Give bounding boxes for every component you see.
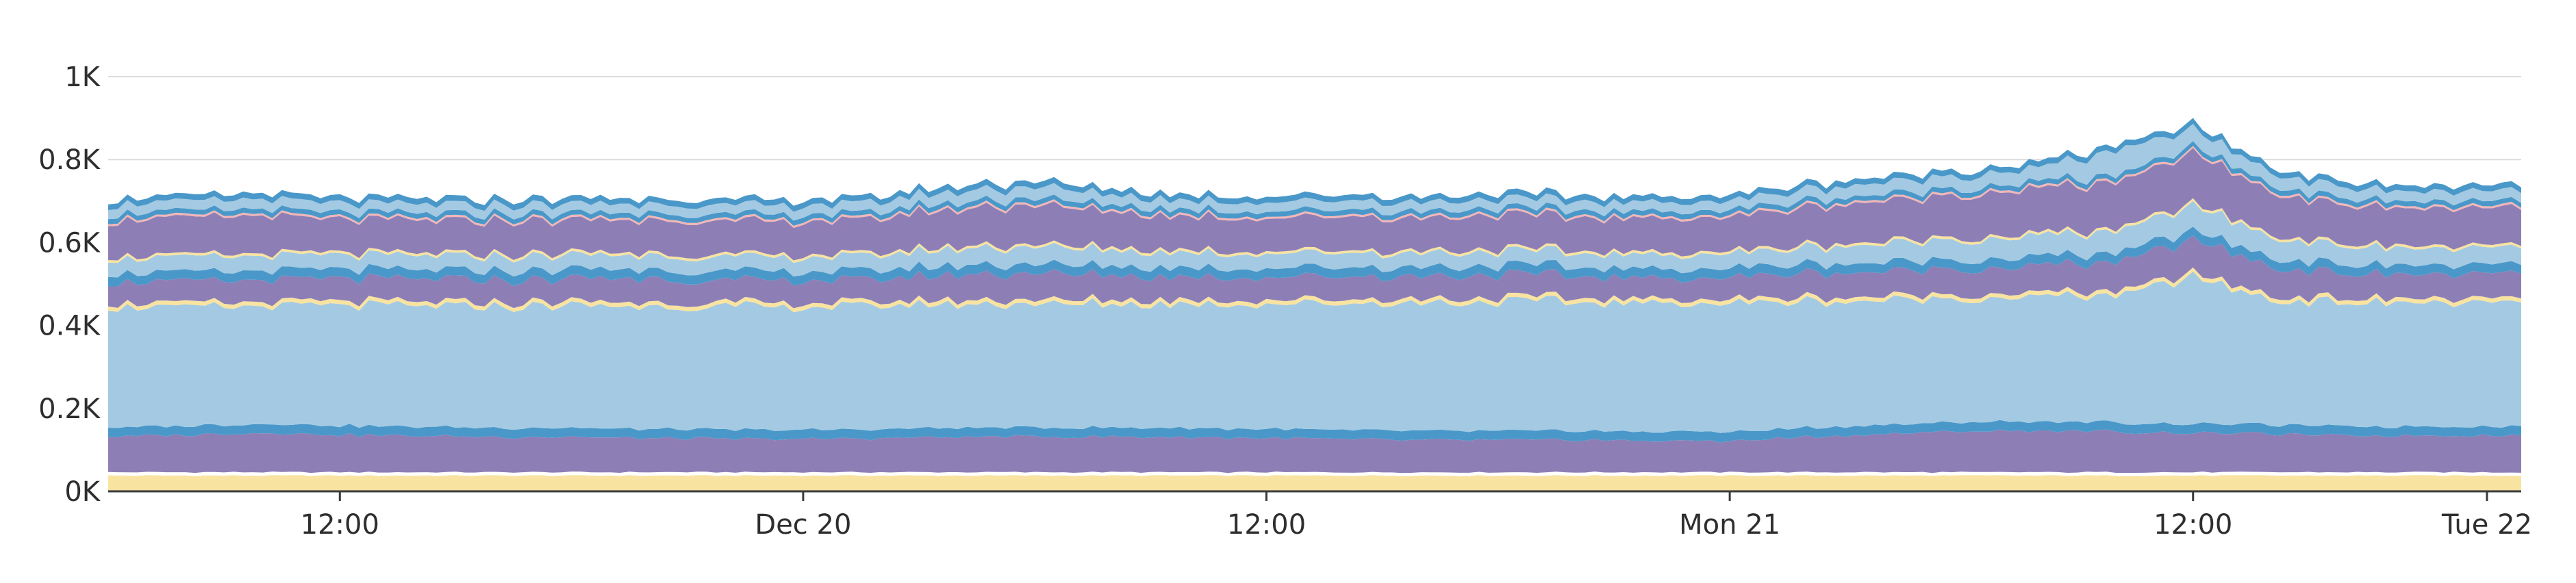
area-series-12 xyxy=(108,141,2521,226)
area-series-group xyxy=(108,118,2521,491)
area-series-1 xyxy=(108,471,2521,476)
area-series-13 xyxy=(108,123,2521,221)
x-tick-label-5: Tue 22 xyxy=(2441,509,2532,541)
area-series-2 xyxy=(108,429,2521,474)
x-axis-tick-labels: 12:00 Dec 20 12:00 Mon 21 12:00 Tue 22 xyxy=(301,509,2532,541)
x-tick-label-0: 12:00 xyxy=(301,509,379,541)
x-tick-label-4: 12:00 xyxy=(2154,509,2232,541)
y-tick-label-4: 0.8K xyxy=(38,144,101,176)
area-series-11 xyxy=(108,146,2521,228)
x-tick-label-3: Mon 21 xyxy=(1679,509,1780,541)
x-tick-label-2: 12:00 xyxy=(1227,509,1306,541)
area-series-8 xyxy=(108,200,2521,278)
y-tick-label-5: 1K xyxy=(64,62,101,93)
area-series-5 xyxy=(108,267,2521,313)
x-axis xyxy=(108,490,2521,501)
area-series-3 xyxy=(108,419,2521,443)
area-series-10 xyxy=(108,148,2521,261)
area-series-6 xyxy=(108,235,2521,309)
area-series-4 xyxy=(108,271,2521,433)
y-tick-label-2: 0.4K xyxy=(38,311,101,342)
y-tick-label-1: 0.2K xyxy=(38,393,101,425)
area-series-0 xyxy=(108,475,2521,491)
y-axis-tick-labels: 0K 0.2K 0.4K 0.6K 0.8K 1K xyxy=(38,62,101,508)
area-series-14 xyxy=(108,118,2521,212)
x-tick-label-1: Dec 20 xyxy=(755,509,851,541)
y-tick-label-3: 0.6K xyxy=(38,227,101,259)
area-series-7 xyxy=(108,226,2521,287)
y-tick-label-0: 0K xyxy=(64,476,101,508)
